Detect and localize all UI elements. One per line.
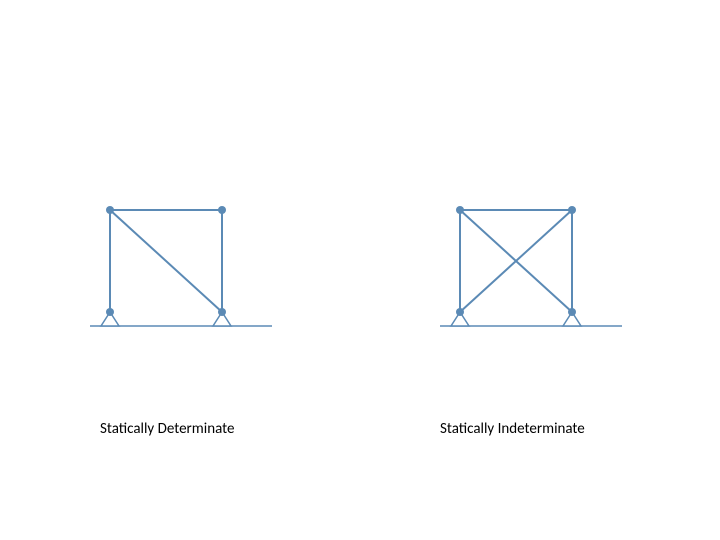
truss-node — [106, 206, 114, 214]
determinate-truss-diagram — [90, 200, 290, 360]
truss-node — [568, 206, 576, 214]
truss-node — [456, 308, 464, 316]
truss-node — [106, 308, 114, 316]
truss-node — [218, 206, 226, 214]
stage: Statically Determinate Statically Indete… — [0, 0, 720, 540]
truss-node — [456, 206, 464, 214]
indeterminate-caption: Statically Indeterminate — [440, 420, 585, 438]
determinate-caption: Statically Determinate — [100, 420, 234, 438]
indeterminate-truss-diagram — [440, 200, 640, 360]
truss-member — [110, 210, 222, 312]
truss-node — [218, 308, 226, 316]
truss-node — [568, 308, 576, 316]
